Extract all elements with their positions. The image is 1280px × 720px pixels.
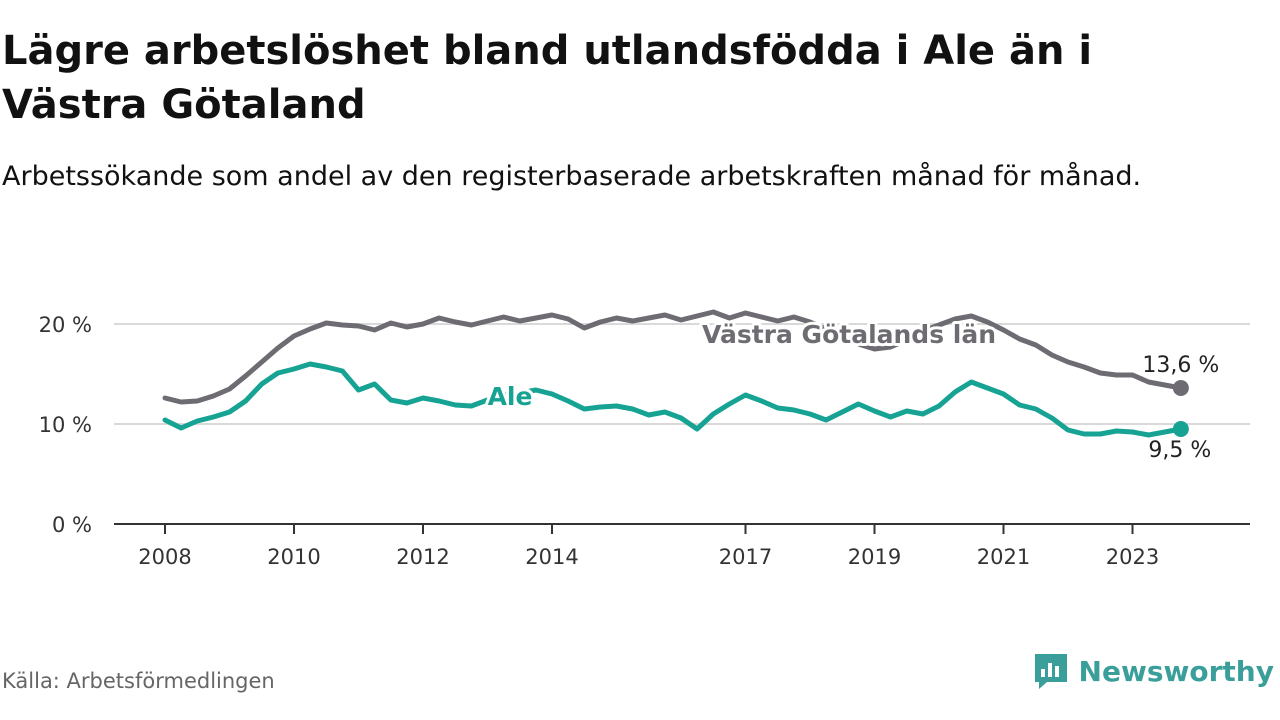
grid-lines (114, 323, 1250, 425)
x-tick-label: 2008 (138, 545, 191, 569)
brand-logo[interactable]: Newsworthy (1033, 652, 1274, 690)
end-label-ale: 9,5 % (1148, 438, 1211, 463)
series-line-ale (162, 361, 1184, 438)
x-tick-label: 2014 (525, 545, 578, 569)
series-labels: Västra Götalands län Ale 13,6 % 9,5 % (485, 317, 1220, 463)
chart-subtitle: Arbetssökande som andel av den registerb… (2, 161, 1142, 192)
series-label-vastra-gotaland: Västra Götalands län (702, 320, 996, 349)
end-point-ale (1172, 421, 1189, 437)
end-point-vastra-gotaland (1172, 380, 1189, 396)
x-tick-label: 2010 (267, 545, 320, 569)
x-tick-label: 2021 (977, 545, 1030, 569)
y-tick-label: 20 % (39, 313, 92, 337)
newsworthy-logo-icon (1034, 654, 1067, 689)
series-label-ale: Ale (488, 382, 533, 411)
y-axis-ticks: 0 % 10 % 20 % (39, 313, 92, 537)
end-label-vastra-gotaland: 13,6 % (1142, 353, 1219, 378)
x-tick-label: 2012 (396, 545, 449, 569)
series-line-vastra-gotaland (162, 309, 1184, 405)
chart-title: Lägre arbetslöshet bland utlandsfödda i … (2, 28, 1093, 128)
y-tick-label: 0 % (52, 513, 92, 537)
y-tick-label: 10 % (39, 413, 92, 437)
x-tick-label: 2017 (719, 545, 772, 569)
x-tick-label: 2019 (848, 545, 901, 569)
x-axis: 2008 2010 2012 2014 2017 2019 2021 2023 (114, 523, 1250, 569)
x-tick-label: 2023 (1106, 545, 1159, 569)
brand-name: Newsworthy (1078, 654, 1274, 688)
series-lines (162, 309, 1189, 438)
source-note: Källa: Arbetsförmedlingen (2, 669, 275, 693)
